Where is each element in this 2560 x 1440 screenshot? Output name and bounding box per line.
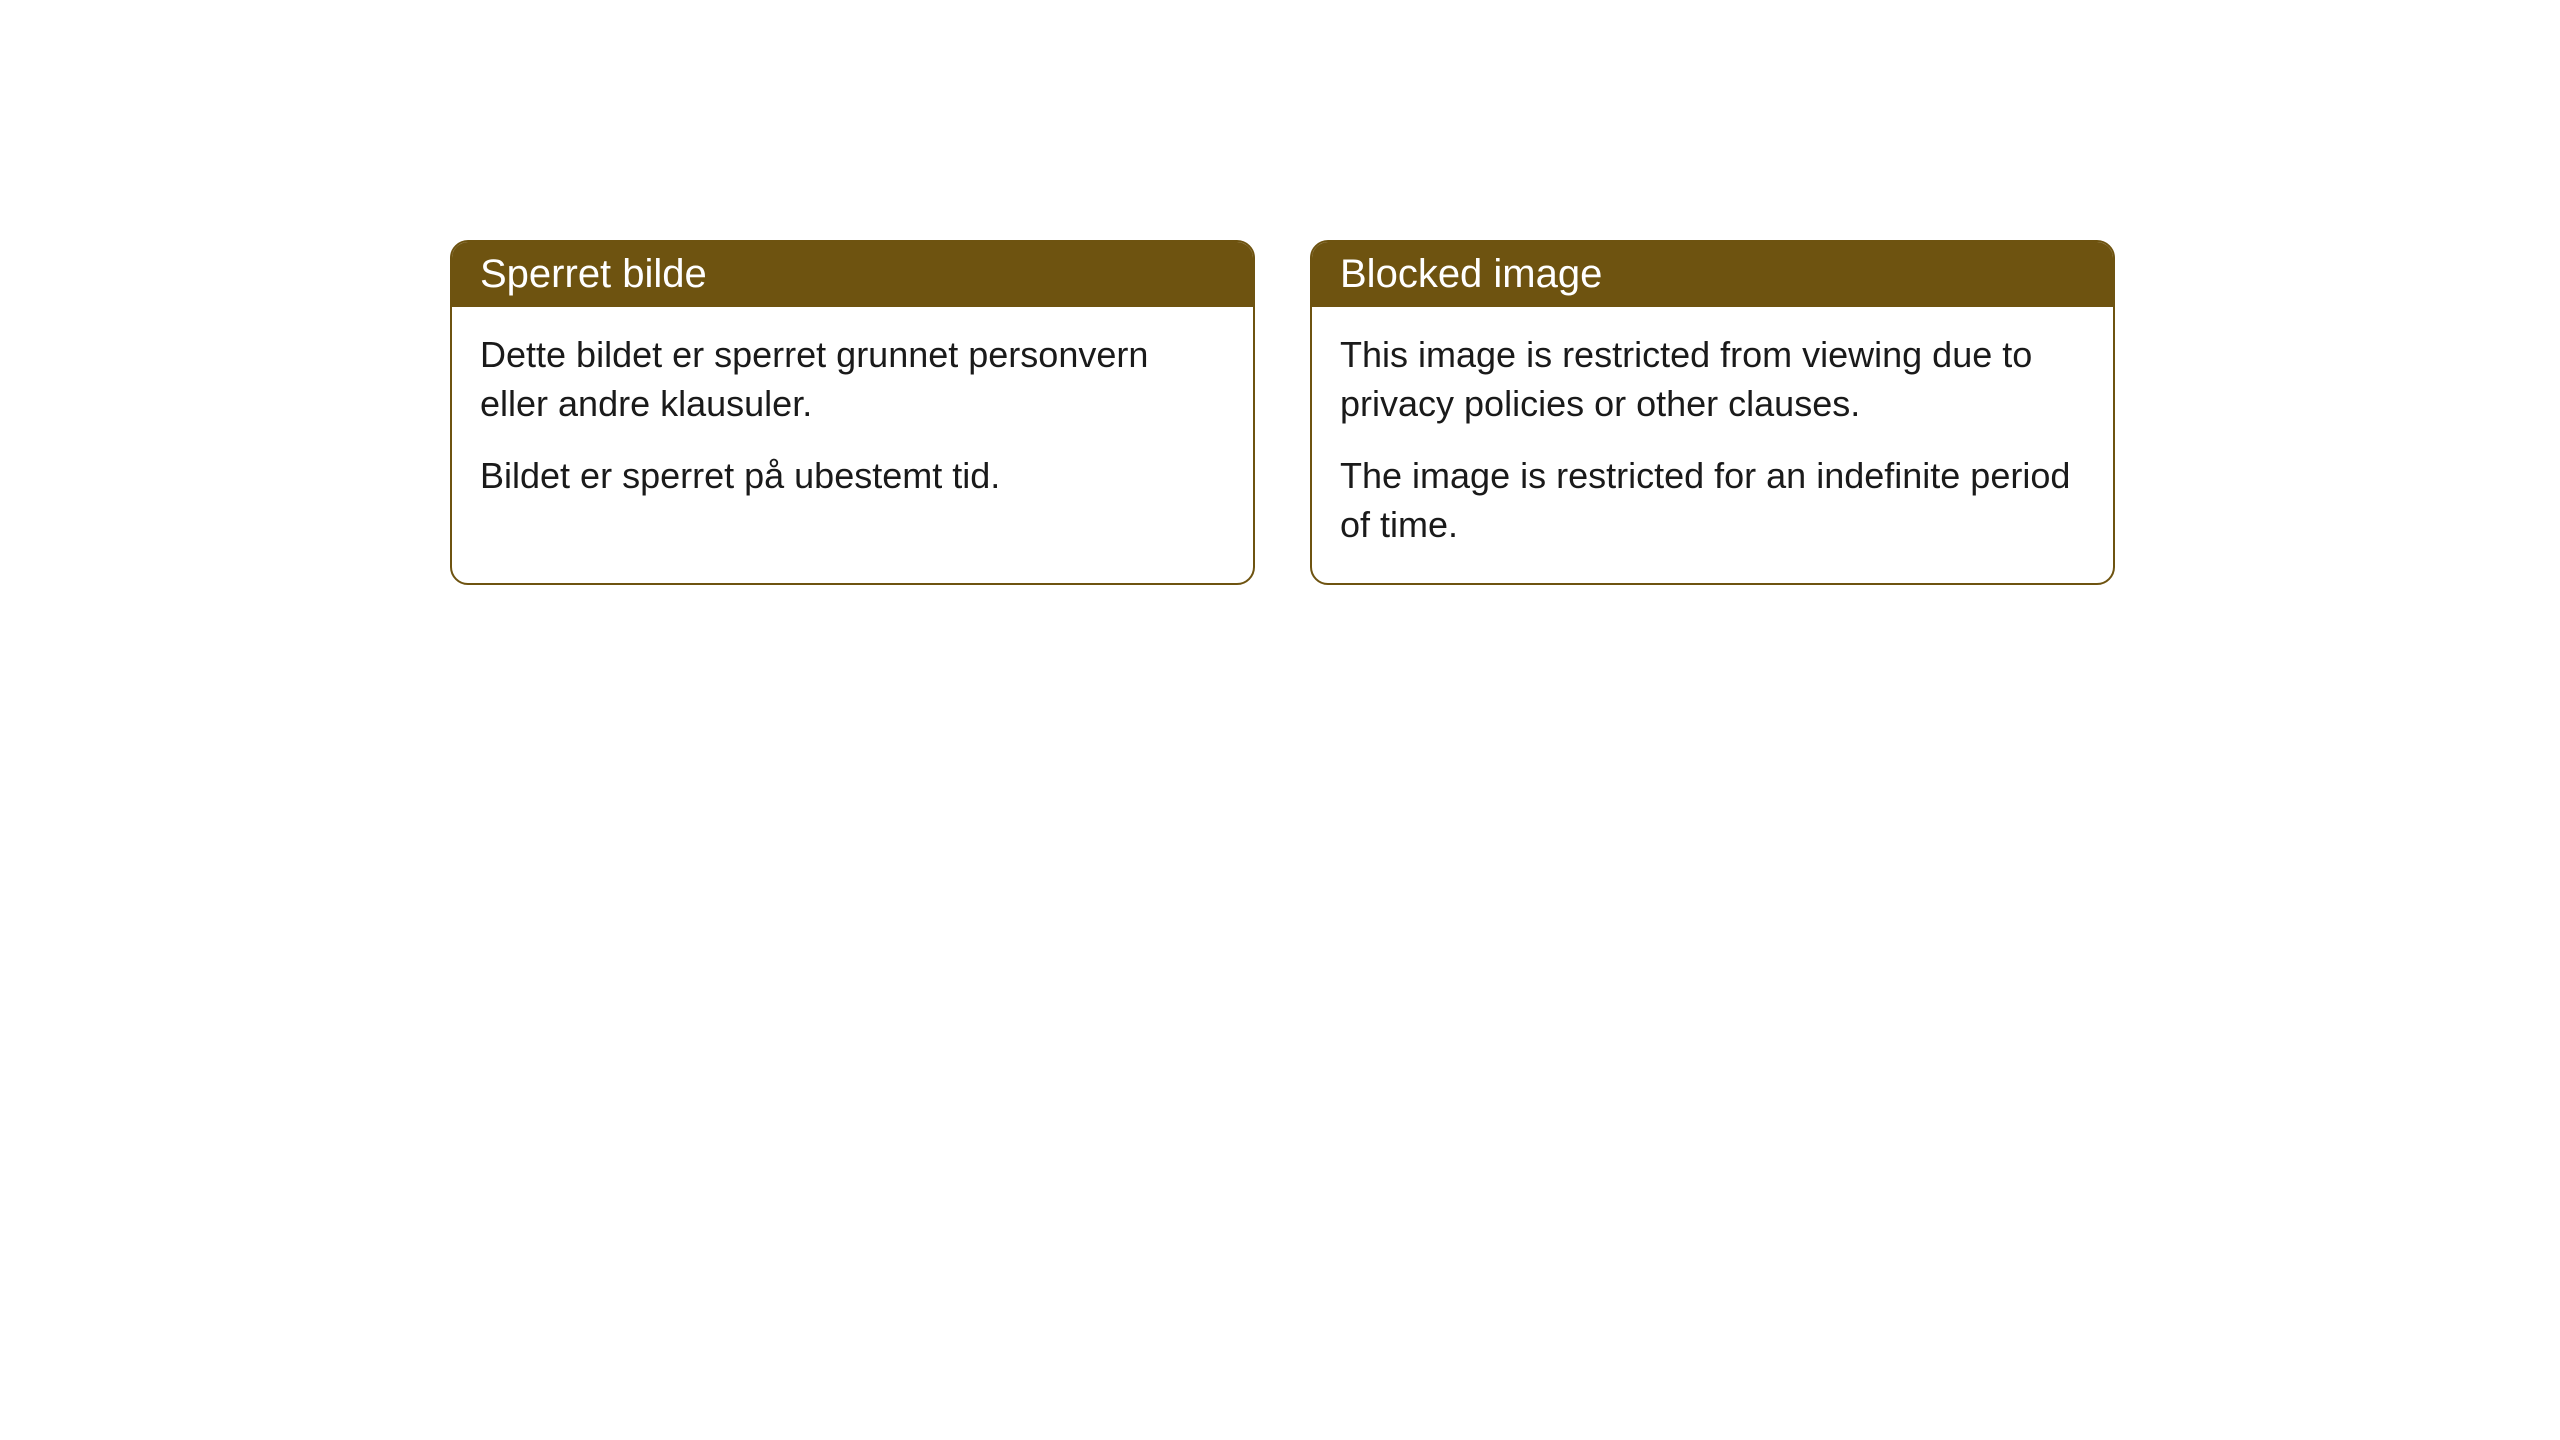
blocked-image-card-no: Sperret bilde Dette bildet er sperret gr…: [450, 240, 1255, 585]
card-para1-no: Dette bildet er sperret grunnet personve…: [480, 331, 1225, 428]
card-body-no: Dette bildet er sperret grunnet personve…: [452, 307, 1253, 535]
card-title-no: Sperret bilde: [480, 252, 707, 296]
card-body-en: This image is restricted from viewing du…: [1312, 307, 2113, 583]
notice-cards-container: Sperret bilde Dette bildet er sperret gr…: [450, 240, 2115, 585]
card-para1-en: This image is restricted from viewing du…: [1340, 331, 2085, 428]
card-header-en: Blocked image: [1312, 242, 2113, 307]
card-title-en: Blocked image: [1340, 252, 1602, 296]
card-header-no: Sperret bilde: [452, 242, 1253, 307]
blocked-image-card-en: Blocked image This image is restricted f…: [1310, 240, 2115, 585]
card-para2-no: Bildet er sperret på ubestemt tid.: [480, 452, 1225, 501]
card-para2-en: The image is restricted for an indefinit…: [1340, 452, 2085, 549]
